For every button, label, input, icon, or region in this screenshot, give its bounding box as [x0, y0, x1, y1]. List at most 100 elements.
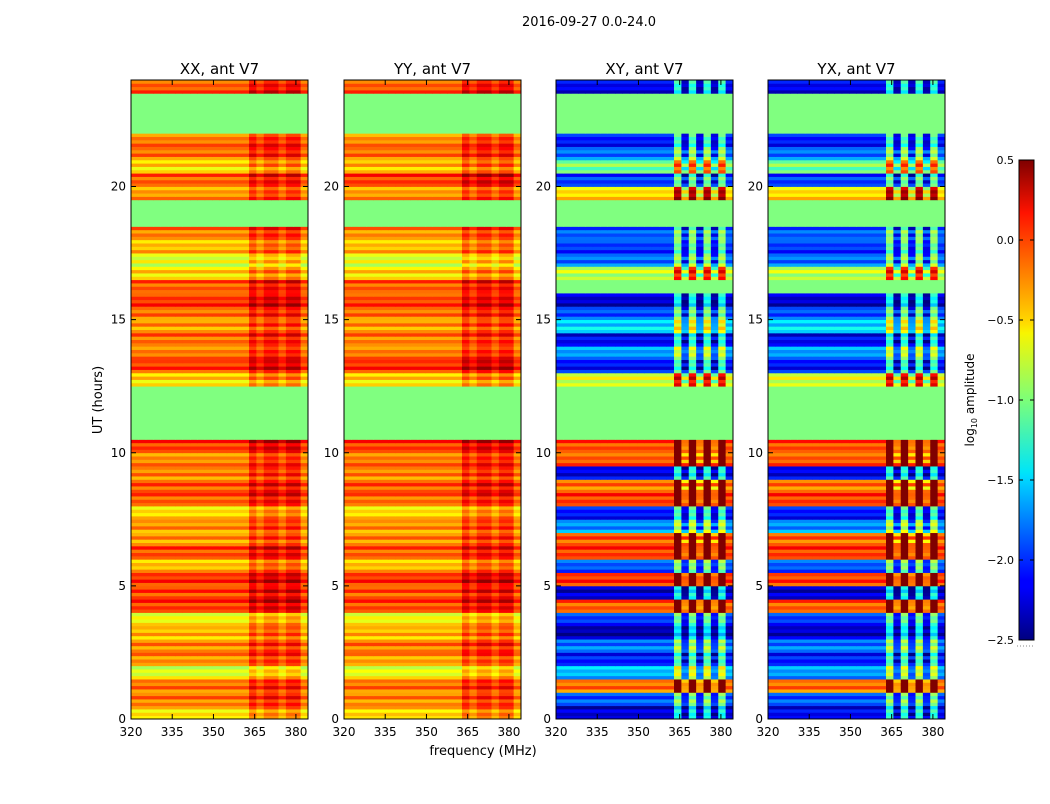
heatmap-cell: [205, 163, 213, 167]
heatmap-cell: [286, 423, 294, 427]
heatmap-cell: [293, 80, 301, 84]
heatmap-cell: [293, 506, 301, 510]
heatmap-cell: [190, 476, 198, 480]
heatmap-cell: [286, 253, 294, 257]
heatmap-cell: [279, 486, 287, 490]
heatmap-cell: [293, 326, 301, 330]
heatmap-cell: [146, 177, 154, 181]
heatmap-cell: [256, 300, 264, 304]
heatmap-cell: [286, 416, 294, 420]
heatmap-cell: [234, 313, 242, 317]
heatmap-cell: [351, 692, 359, 696]
heatmap-cell: [212, 203, 220, 207]
heatmap-cell: [301, 493, 309, 497]
heatmap-cell: [418, 672, 426, 676]
heatmap-cell: [286, 270, 294, 274]
heatmap-cell: [279, 173, 287, 177]
heatmap-cell: [146, 533, 154, 537]
heatmap-cell: [359, 712, 367, 716]
heatmap-cell: [293, 270, 301, 274]
heatmap-cell: [190, 569, 198, 573]
heatmap-cell: [271, 113, 279, 117]
heatmap-cell: [286, 702, 294, 706]
heatmap-cell: [205, 483, 213, 487]
heatmap-cell: [190, 543, 198, 547]
heatmap-cell: [264, 113, 272, 117]
heatmap-cell: [190, 609, 198, 613]
heatmap-cell: [190, 692, 198, 696]
heatmap-cell: [153, 473, 161, 477]
heatmap-cell: [256, 330, 264, 334]
heatmap-cell: [205, 167, 213, 171]
heatmap-cell: [168, 290, 176, 294]
heatmap-cell: [168, 632, 176, 636]
heatmap-cell: [212, 539, 220, 543]
heatmap-cell: [234, 423, 242, 427]
heatmap-cell: [301, 346, 309, 350]
heatmap-cell: [212, 340, 220, 344]
heatmap-cell: [183, 323, 191, 327]
heatmap-cell: [455, 679, 463, 683]
heatmap-cell: [212, 676, 220, 680]
heatmap-cell: [183, 459, 191, 463]
heatmap-cell: [271, 286, 279, 290]
heatmap-cell: [153, 260, 161, 264]
heatmap-cell: [175, 479, 183, 483]
heatmap-cell: [286, 326, 294, 330]
heatmap-cell: [220, 273, 228, 277]
heatmap-cell: [227, 446, 235, 450]
heatmap-cell: [131, 370, 139, 374]
heatmap-cell: [286, 103, 294, 107]
heatmap-cell: [264, 107, 272, 111]
heatmap-cell: [153, 90, 161, 94]
heatmap-cell: [271, 216, 279, 220]
heatmap-cell: [293, 646, 301, 650]
heatmap-cell: [264, 283, 272, 287]
heatmap-cell: [190, 676, 198, 680]
heatmap-cell: [227, 223, 235, 227]
heatmap-cell: [153, 350, 161, 354]
heatmap-cell: [212, 150, 220, 154]
heatmap-cell: [301, 479, 309, 483]
heatmap-cell: [175, 87, 183, 91]
heatmap-cell: [293, 599, 301, 603]
heatmap-cell: [175, 689, 183, 693]
heatmap-cell: [183, 316, 191, 320]
heatmap-cell: [146, 310, 154, 314]
heatmap-cell: [279, 706, 287, 710]
heatmap-cell: [286, 147, 294, 151]
heatmap-cell: [212, 100, 220, 104]
heatmap-cell: [146, 439, 154, 443]
heatmap-cell: [146, 223, 154, 227]
heatmap-cell: [161, 83, 169, 87]
heatmap-cell: [286, 509, 294, 513]
heatmap-cell: [286, 266, 294, 270]
heatmap-cell: [197, 449, 205, 453]
heatmap-cell: [131, 662, 139, 666]
heatmap-cell: [242, 473, 250, 477]
heatmap-cell: [190, 426, 198, 430]
heatmap-cell: [249, 499, 257, 503]
heatmap-cell: [227, 270, 235, 274]
heatmap-cell: [234, 273, 242, 277]
heatmap-cell: [131, 200, 139, 204]
heatmap-cell: [220, 316, 228, 320]
heatmap-cell: [138, 473, 146, 477]
heatmap-cell: [183, 529, 191, 533]
heatmap-cell: [242, 290, 250, 294]
heatmap-cell: [205, 206, 213, 210]
heatmap-cell: [131, 97, 139, 101]
heatmap-cell: [279, 409, 287, 413]
heatmap-cell: [293, 167, 301, 171]
heatmap-cell: [227, 692, 235, 696]
heatmap-cell: [153, 413, 161, 417]
heatmap-cell: [242, 130, 250, 134]
heatmap-cell: [249, 336, 257, 340]
heatmap-cell: [205, 642, 213, 646]
heatmap-cell: [212, 429, 220, 433]
heatmap-cell: [168, 513, 176, 517]
heatmap-cell: [279, 466, 287, 470]
heatmap-cell: [212, 393, 220, 397]
heatmap-cell: [234, 270, 242, 274]
heatmap-cell: [146, 449, 154, 453]
